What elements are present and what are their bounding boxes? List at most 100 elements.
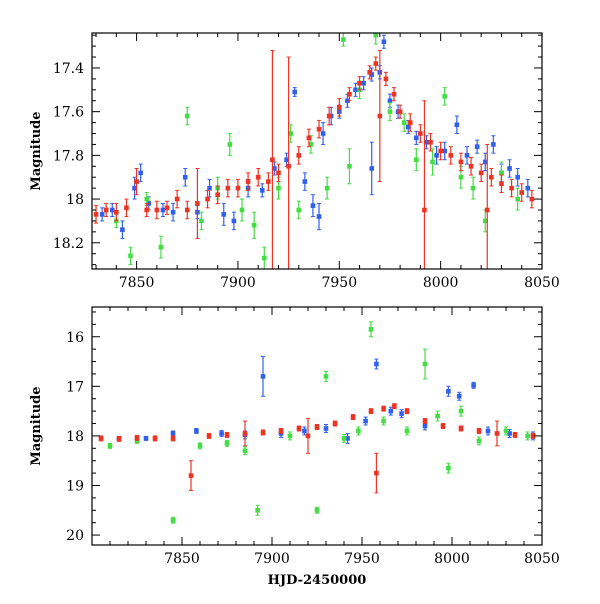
bottom-panel-data-point: [302, 428, 307, 434]
bottom-panel-x-tick-label: 8050: [524, 551, 560, 567]
bottom-panel-data-point: [374, 361, 379, 367]
top-panel-data-point: [418, 131, 423, 136]
bottom-panel-data-point: [98, 436, 104, 441]
bottom-panel-data-point: [152, 436, 158, 441]
top-panel-data-point: [468, 163, 474, 169]
top-panel-y-tick-label: 17.6: [53, 105, 84, 121]
top-panel-data-point: [347, 163, 352, 169]
top-panel-data-point: [482, 218, 488, 224]
top-panel-data-point: [296, 207, 302, 213]
top-panel-data-point: [458, 159, 464, 165]
bottom-panel-data-point: [381, 418, 386, 424]
top-panel-data-point: [442, 94, 448, 99]
top-panel-data-point: [515, 196, 520, 202]
top-panel-data-point: [109, 207, 115, 213]
top-panel-data-point: [448, 153, 454, 158]
top-panel-data-point: [259, 188, 265, 193]
bottom-panel-data-point: [422, 423, 428, 429]
bottom-panel-data-point: [494, 431, 500, 436]
top-panel-data-point: [245, 179, 251, 184]
top-panel-data-point: [308, 142, 314, 147]
bottom-panel-data-point: [323, 426, 329, 431]
top-panel-data-point: [484, 207, 490, 213]
top-panel-data-point: [383, 76, 389, 82]
bottom-panel-ticks: [91, 307, 543, 545]
bottom-panel-data-point: [440, 423, 446, 429]
top-panel-data-point: [414, 157, 419, 163]
top-panel-data-point: [158, 244, 164, 250]
top-panel-data-point: [93, 212, 99, 217]
top-panel: 7850 7900 7950 8000 8050 17.4 17.6 17.8 18 18.2 M…: [29, 32, 560, 291]
top-panel-data-point: [474, 144, 480, 149]
bottom-panel-data-point: [368, 327, 374, 332]
top-panel-data-point: [373, 33, 379, 38]
bottom-panel-data-point: [374, 470, 379, 476]
bottom-panel-data-point: [107, 443, 113, 449]
bottom-panel-data-point: [224, 432, 230, 438]
top-panel-ticks: [92, 33, 543, 269]
bottom-panel-data-point: [260, 430, 266, 435]
bottom-panel-data-point: [332, 421, 338, 426]
top-panel-data-point: [381, 39, 387, 45]
top-panel-data-point: [182, 174, 188, 180]
top-panel-data-point: [397, 109, 403, 114]
top-panel-data-point: [302, 179, 308, 184]
bottom-panel-data-point: [381, 406, 386, 411]
top-panel-data-point: [292, 89, 298, 95]
bottom-panel-data-point: [530, 433, 536, 439]
top-panel-points: [93, 33, 535, 269]
bottom-panel-data-point: [296, 426, 302, 431]
bottom-panel-data-point: [345, 436, 350, 441]
top-panel-data-point: [316, 214, 322, 219]
bottom-panel-y-tick-label: 20: [66, 528, 84, 544]
bottom-panel-data-point: [278, 428, 284, 434]
top-panel-y-tick-label: 17.4: [53, 61, 84, 77]
top-panel-data-point: [231, 218, 237, 224]
top-panel-data-point: [270, 157, 275, 163]
bottom-panel-data-point: [341, 436, 347, 441]
top-panel-data-point: [361, 80, 366, 86]
top-panel-data-point: [114, 209, 119, 215]
bottom-panel-data-point: [305, 433, 311, 439]
top-panel-data-point: [430, 159, 435, 165]
bottom-panel-data-point: [170, 436, 176, 441]
top-panel-data-point: [276, 170, 281, 176]
top-panel-data-point: [458, 174, 464, 180]
top-panel-data-point: [507, 166, 512, 171]
bottom-panel-x-tick-label: 8000: [434, 551, 470, 567]
top-panel-data-point: [195, 201, 200, 206]
top-panel-data-point: [491, 142, 496, 147]
top-panel-data-point: [525, 185, 531, 191]
bottom-panel-x-tick-label: 7900: [254, 551, 290, 567]
top-panel-data-point: [324, 185, 330, 191]
top-panel-data-point: [225, 185, 231, 191]
top-panel-data-point: [174, 196, 180, 202]
top-panel-y-axis-label: Magnitude: [29, 111, 44, 190]
bottom-panel-data-point: [143, 436, 149, 441]
top-panel-data-point: [499, 181, 504, 187]
top-panel-data-point: [184, 113, 190, 119]
top-panel-data-point: [146, 201, 152, 206]
top-panel-data-point: [316, 126, 322, 132]
bottom-panel-data-point: [260, 374, 266, 379]
bottom-panel-data-point: [170, 431, 176, 436]
bottom-panel-tick-labels: 7850 7900 7950 8000 8050 16 17 18 19 20: [66, 330, 560, 567]
bottom-panel-data-point: [512, 432, 518, 438]
top-panel-data-point: [276, 185, 281, 191]
top-panel-data-point: [99, 212, 105, 217]
top-panel-data-point: [207, 185, 212, 191]
bottom-panel-data-point: [388, 408, 394, 414]
top-panel-data-point: [205, 196, 210, 202]
bottom-panel-data-point: [458, 408, 464, 414]
top-panel-data-point: [387, 109, 393, 114]
bottom-panel-data-point: [456, 393, 462, 399]
top-panel-data-point: [478, 170, 484, 176]
bottom-panel-data-point: [507, 431, 512, 436]
top-panel-data-point: [353, 87, 358, 93]
bottom-panel-data-point: [446, 388, 451, 394]
bottom-panel-data-point: [392, 403, 397, 409]
bottom-panel-data-point: [404, 428, 410, 434]
top-panel-data-point: [288, 131, 293, 136]
top-panel-data-point: [124, 205, 129, 211]
